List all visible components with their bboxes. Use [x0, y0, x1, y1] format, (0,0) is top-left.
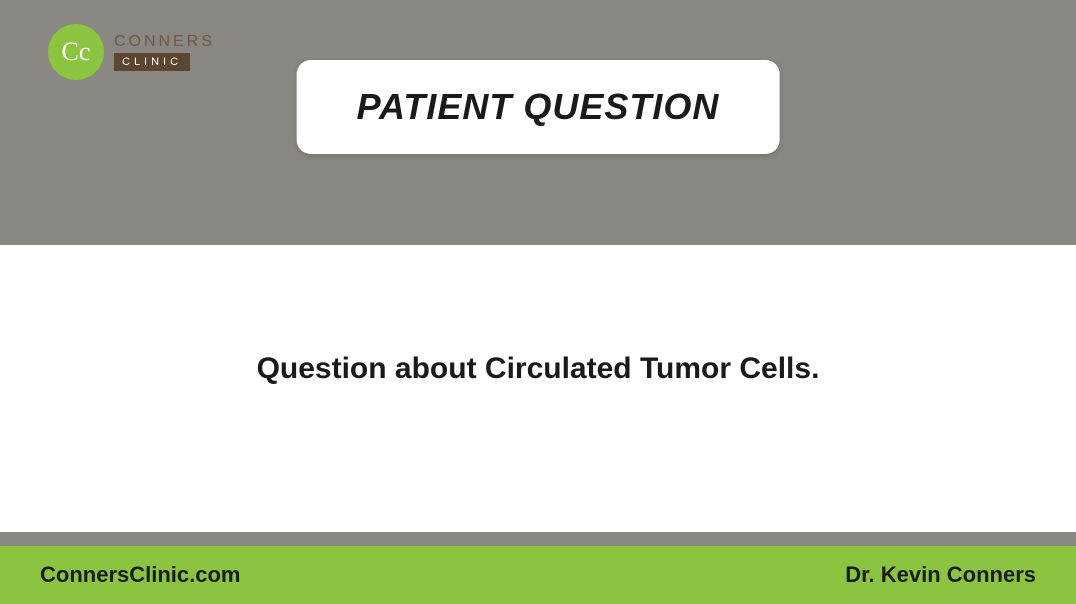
slide-container: Cc CONNERS CLINIC PATIENT QUESTION Quest… [0, 0, 1076, 604]
logo-text-block: CONNERS CLINIC [114, 33, 215, 71]
logo-company-name: CONNERS [114, 33, 215, 51]
footer-author: Dr. Kevin Conners [845, 562, 1036, 588]
footer-website: ConnersClinic.com [40, 562, 240, 588]
content-area: Question about Circulated Tumor Cells. [0, 245, 1076, 532]
logo-circle-icon: Cc [48, 24, 104, 80]
section-divider [0, 532, 1076, 546]
title-card: PATIENT QUESTION [297, 60, 780, 154]
brand-logo: Cc CONNERS CLINIC [48, 24, 215, 80]
top-banner: Cc CONNERS CLINIC PATIENT QUESTION [0, 0, 1076, 245]
footer-bar: ConnersClinic.com Dr. Kevin Conners [0, 546, 1076, 604]
logo-subtitle: CLINIC [114, 53, 190, 71]
question-body: Question about Circulated Tumor Cells. [257, 352, 820, 386]
slide-title: PATIENT QUESTION [357, 86, 720, 128]
logo-initials: Cc [62, 37, 91, 67]
